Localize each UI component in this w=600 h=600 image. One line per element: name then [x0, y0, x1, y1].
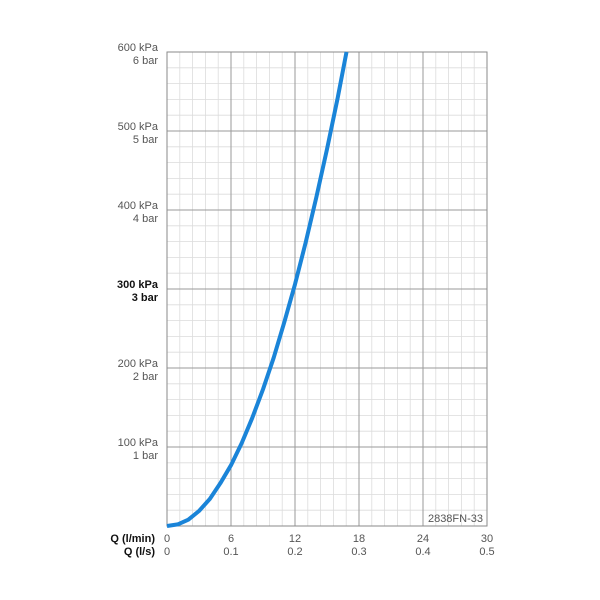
y-tick-label-bar: 2 bar: [133, 371, 158, 383]
x-tick-label-secondary: 0.5: [479, 546, 494, 558]
y-tick-label-kpa: 500 kPa: [118, 121, 159, 133]
x-tick-label-secondary: 0.1: [223, 546, 238, 558]
y-tick-label-bar: 4 bar: [133, 213, 158, 225]
series-line: [166, 51, 349, 528]
y-tick-label-kpa: 400 kPa: [118, 200, 159, 212]
x-axis-secondary-name: Q (l/s): [124, 546, 156, 558]
x-axis-ticks: 00 60.1 120.2 180.3 240.4 300.5: [164, 533, 495, 558]
x-tick-label-primary: 18: [353, 533, 365, 545]
major-grid: [167, 52, 487, 526]
x-tick-label-secondary: 0.3: [351, 546, 366, 558]
chart-code-label: 2838FN-33: [428, 513, 483, 525]
x-tick-label-primary: 0: [164, 533, 170, 545]
x-tick-label-primary: 12: [289, 533, 301, 545]
y-tick-label-kpa: 200 kPa: [118, 358, 159, 370]
x-tick-label-secondary: 0: [164, 546, 170, 558]
y-tick-label-bar: 5 bar: [133, 134, 158, 146]
x-tick-label-primary: 6: [228, 533, 234, 545]
x-tick-label-primary: 24: [417, 533, 429, 545]
x-tick-label-primary: 30: [481, 533, 493, 545]
x-axis-primary-name: Q (l/min): [110, 533, 155, 545]
series-layer: [166, 51, 349, 528]
y-tick-label-kpa: 300 kPa: [117, 279, 159, 291]
plot-frame: [166, 51, 488, 527]
y-tick-label-kpa: 600 kPa: [118, 42, 159, 54]
y-tick-label-bar: 6 bar: [133, 55, 158, 67]
x-tick-label-secondary: 0.4: [415, 546, 430, 558]
x-tick-label-secondary: 0.2: [287, 546, 302, 558]
y-tick-label-bar: 3 bar: [132, 292, 159, 304]
y-tick-label-kpa: 100 kPa: [118, 437, 159, 449]
y-tick-label-bar: 1 bar: [133, 450, 158, 462]
